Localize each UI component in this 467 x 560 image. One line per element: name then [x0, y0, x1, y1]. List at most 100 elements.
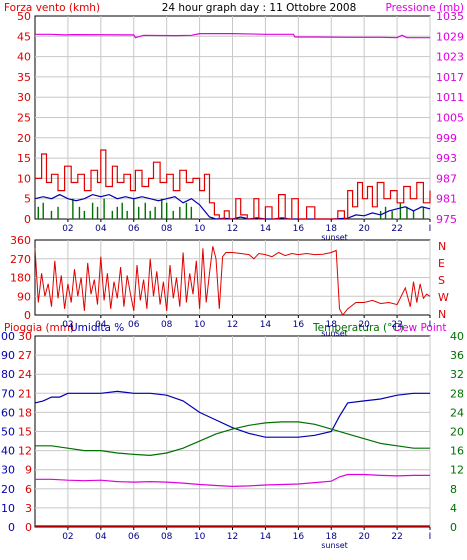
- rain-tick: 27: [18, 349, 32, 362]
- rain-tick: 0: [25, 521, 32, 534]
- x-tick-label: 02: [62, 532, 73, 542]
- dew-point-axis-title: Dew Point: [394, 322, 447, 334]
- pressure-tick: 1023: [436, 51, 464, 64]
- x-tick-label: 04: [95, 532, 107, 542]
- humidity-tick: 0: [8, 521, 15, 534]
- temperature-tick: 36: [450, 349, 464, 362]
- x-tick-label: 14: [260, 320, 272, 330]
- compass-tick: N: [438, 240, 446, 253]
- wind-speed-tick: 5: [24, 193, 31, 206]
- rain-tick: 24: [18, 368, 32, 381]
- x-tick-label: 20: [358, 532, 370, 542]
- dew-point-line: [35, 473, 430, 488]
- humidity-tick: 20: [1, 483, 15, 496]
- wind-average-line: [34, 193, 431, 220]
- x-tick-label: 12: [227, 532, 238, 542]
- humidity-tick: 80: [1, 368, 15, 381]
- x-tick-label: 04: [95, 320, 107, 330]
- direction-tick: 0: [24, 309, 31, 322]
- wind-speed-axis-title: Forza vento (kmh): [4, 2, 100, 14]
- wind-speed-tick: 25: [17, 112, 31, 125]
- rain-tick: 21: [18, 387, 32, 400]
- wind-speed-tick: 30: [17, 91, 31, 104]
- x-tick-label: I: [429, 224, 432, 234]
- sunset-label: sunset: [321, 541, 348, 550]
- wind-speed-tick: 0: [24, 213, 31, 226]
- humidity-line: [34, 390, 430, 438]
- pressure-tick: 1011: [436, 91, 464, 104]
- x-tick-label: I: [429, 532, 432, 542]
- x-tick-label: 08: [161, 224, 173, 234]
- rain-tick: 6: [25, 483, 32, 496]
- wind-speed-tick: 40: [17, 51, 31, 64]
- humidity-tick: 10: [1, 502, 15, 515]
- x-tick-label: 10: [194, 532, 206, 542]
- pressure-tick: 975: [436, 213, 457, 226]
- wind-pressure-panel: 0 5 10 15 20 25 30 35 40 45 50 975 981 987 993 999 1005 1…: [17, 10, 464, 242]
- rain-tick: 9: [25, 464, 32, 477]
- humidity-axis-title: Umidita %: [70, 322, 124, 334]
- pressure-tick: 987: [436, 172, 457, 185]
- humidity-tick: 90: [1, 349, 15, 362]
- x-tick-label: 12: [227, 320, 238, 330]
- compass-tick: W: [438, 291, 449, 304]
- x-tick-label: 08: [161, 532, 173, 542]
- direction-tick: 180: [10, 272, 31, 285]
- humidity-tick: 70: [1, 387, 15, 400]
- x-tick-label: 16: [293, 224, 305, 234]
- x-tick-label: 12: [227, 224, 238, 234]
- pressure-tick: 981: [436, 193, 457, 206]
- x-tick-label: 04: [95, 224, 107, 234]
- temperature-tick: 28: [450, 387, 464, 400]
- wind-gust-line: [35, 149, 431, 220]
- wind-speed-tick: 45: [17, 30, 31, 43]
- temperature-tick: 40: [450, 330, 464, 343]
- sunset-label: sunset: [321, 233, 348, 242]
- x-tick-label: 20: [358, 320, 370, 330]
- x-tick-label: 20: [358, 224, 370, 234]
- humidity-temperature-panel: 0102030405060708090100036912151821242730…: [0, 330, 464, 550]
- temperature-tick: 8: [450, 483, 457, 496]
- compass-tick: S: [438, 274, 445, 287]
- compass-tick: E: [438, 257, 445, 270]
- wind-speed-tick: 20: [17, 132, 31, 145]
- temperature-tick: 4: [450, 502, 457, 515]
- x-tick-label: 18: [326, 532, 338, 542]
- wind-speed-tick: 10: [17, 172, 31, 185]
- humidity-tick: 50: [1, 426, 15, 439]
- direction-tick: 360: [10, 234, 31, 247]
- chart-title: 24 hour graph day : 11 Ottobre 2008: [162, 2, 357, 14]
- temperature-tick: 12: [450, 464, 464, 477]
- x-tick-label: 18: [326, 224, 338, 234]
- pressure-line: [35, 33, 430, 39]
- x-tick-label: 16: [293, 320, 305, 330]
- pressure-tick: 1017: [436, 71, 464, 84]
- direction-tick: 90: [17, 290, 31, 303]
- x-tick-label: I: [429, 320, 432, 330]
- wind-speed-tick: 35: [17, 71, 31, 84]
- wind-direction-line: [34, 246, 431, 316]
- temperature-line: [35, 421, 430, 457]
- rain-tick: 12: [18, 445, 32, 458]
- temperature-tick: 32: [450, 368, 464, 381]
- humidity-tick: 100: [0, 330, 15, 343]
- temperature-tick: 20: [450, 426, 464, 439]
- humidity-tick: 30: [1, 464, 15, 477]
- temperature-tick: 16: [450, 445, 464, 458]
- x-tick-label: 18: [326, 320, 338, 330]
- x-tick-label: 16: [293, 532, 305, 542]
- x-tick-label: 02: [62, 224, 73, 234]
- humidity-tick: 60: [1, 406, 15, 419]
- x-tick-label: 06: [128, 224, 140, 234]
- temperature-tick: 24: [450, 406, 464, 419]
- rain-tick: 18: [18, 406, 32, 419]
- wind-speed-tick: 50: [17, 10, 31, 23]
- pressure-tick: 1029: [436, 30, 464, 43]
- rain-tick: 3: [25, 502, 32, 515]
- temperature-tick: 0: [450, 521, 457, 534]
- pressure-axis-title: Pressione (mb): [385, 2, 464, 14]
- x-tick-label: 06: [128, 532, 140, 542]
